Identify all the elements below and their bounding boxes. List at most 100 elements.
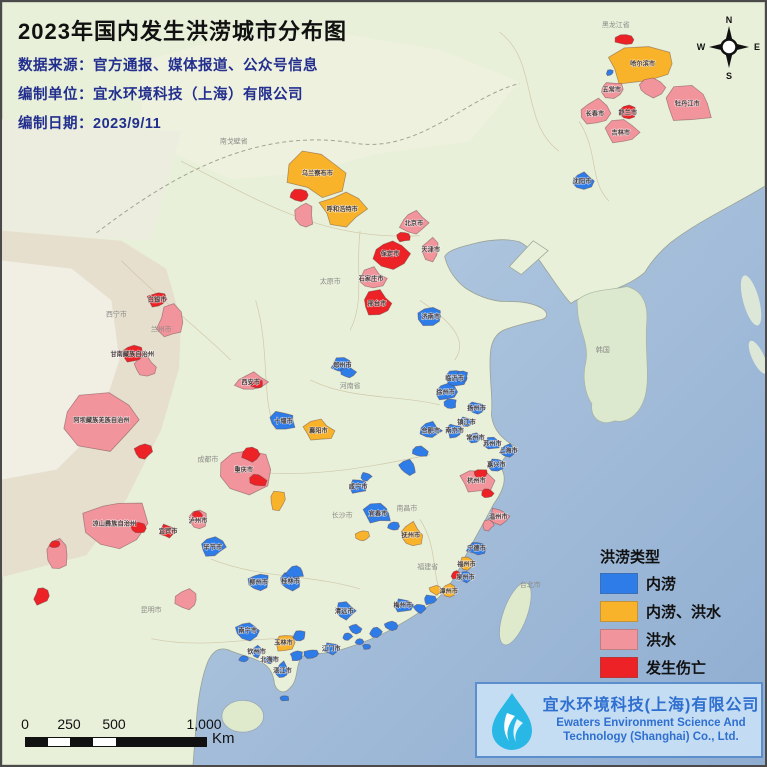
legend: 洪涝类型 内涝 内涝、洪水 洪水 发生伤亡 (600, 546, 721, 685)
city-label: 重庆市 (234, 465, 253, 474)
scale-tick-1000: 1,000 (186, 716, 222, 732)
page-title: 2023年国内发生洪涝城市分布图 (18, 19, 347, 44)
city-label: 保定市 (380, 249, 400, 258)
city-region (289, 650, 303, 662)
city-label: 合肥市 (421, 426, 440, 435)
city-region-宜春市 (362, 502, 391, 524)
city-region-北京市 (398, 209, 430, 235)
city-region (250, 378, 263, 389)
city-region (174, 588, 197, 611)
city-region (354, 530, 371, 542)
background-place-label: 太原市 (320, 277, 341, 286)
city-region-呼和浩特市 (318, 191, 369, 228)
city-label: 江门市 (322, 644, 341, 653)
city-region (383, 620, 399, 632)
city-region (443, 398, 457, 409)
city-region (270, 490, 286, 512)
city-label: 桂林市 (280, 576, 300, 585)
city-label: 常州市 (466, 433, 485, 442)
city-region (354, 638, 365, 646)
legend-label: 内涝、洪水 (646, 604, 722, 621)
city-region (284, 565, 305, 578)
city-label: 福州市 (456, 559, 476, 568)
city-label: 苏州市 (483, 439, 502, 448)
legend-item: 洪水 (600, 629, 721, 650)
city-region-扬州市 (467, 401, 487, 415)
city-region (249, 473, 268, 487)
city-label: 乌兰察布市 (302, 168, 334, 177)
city-region (279, 695, 289, 702)
city-region (241, 446, 261, 463)
northwest-tint (2, 119, 182, 241)
city-label: 南宁市 (238, 626, 257, 635)
city-region (342, 632, 354, 641)
city-region (133, 443, 154, 460)
city-region-清远市 (336, 601, 357, 621)
legend-item: 内涝、洪水 (600, 601, 721, 622)
city-region (155, 303, 184, 338)
mongolia-tint (141, 33, 520, 180)
city-region-徐州市 (435, 382, 459, 401)
city-region-毕节市 (201, 536, 227, 557)
city-label: 沈阳市 (573, 176, 592, 185)
city-region-常州市 (467, 432, 484, 444)
city-region-沈阳市 (572, 171, 595, 190)
city-region-柳州市 (247, 573, 269, 592)
background-place-label: 成都市 (197, 455, 218, 464)
city-region-漳州市 (441, 582, 458, 598)
legend-items: 内涝 内涝、洪水 洪水 发生伤亡 (600, 573, 721, 678)
city-region (294, 202, 314, 228)
scale-unit: Km (212, 730, 235, 747)
city-region-北海市 (263, 655, 277, 665)
legend-label: 洪水 (646, 632, 677, 649)
city-region (398, 458, 416, 477)
korea (576, 286, 648, 423)
compass-rose-icon: N E S W (697, 15, 760, 81)
city-label: 石家庄市 (358, 274, 385, 283)
taiwan-island (499, 582, 532, 646)
city-region (369, 626, 383, 638)
city-region (412, 604, 427, 615)
city-region (340, 366, 358, 379)
city-label: 毕节市 (204, 542, 223, 551)
city-region-湛江市 (275, 660, 289, 678)
city-label: 吉林市 (611, 127, 630, 136)
background-place-label: 河南省 (340, 381, 361, 390)
legend-label: 发生伤亡 (646, 660, 707, 677)
liaodong-peninsula (508, 240, 549, 276)
city-label: 柳州市 (249, 577, 268, 586)
city-region (412, 445, 429, 457)
city-region-咸宁市 (349, 479, 367, 494)
city-region-石家庄市 (359, 266, 388, 289)
city-region-济南市 (417, 306, 441, 327)
city-region-长春市 (580, 97, 612, 125)
city-region-邢台市 (363, 289, 393, 316)
date-line: 编制日期：2023/9/11 (18, 116, 162, 132)
city-label: 嘉兴市 (486, 460, 506, 469)
map-header: 2023年国内发生洪涝城市分布图 数据来源：官方通报、媒体报道、公众号信息 编制… (18, 14, 347, 133)
city-label: 十堰市 (274, 416, 293, 425)
legend-swatch-o (600, 601, 638, 622)
city-region (361, 643, 372, 650)
city-label: 宜春市 (369, 508, 388, 517)
city-label: 温州市 (489, 511, 508, 520)
city-region-合肥市 (419, 420, 444, 438)
city-label: 清远市 (335, 606, 354, 615)
city-label: 郑州市 (333, 360, 352, 369)
city-label: 甘南藏族自治州 (110, 349, 154, 358)
compass-w: W (697, 42, 706, 52)
city-region-白银市 (146, 292, 168, 308)
city-region-十堰市 (269, 410, 296, 430)
city-label: 邢台市 (368, 298, 387, 307)
city-region (33, 587, 50, 606)
legend-swatch-b (600, 573, 638, 594)
city-region (348, 623, 363, 635)
city-region-嘉兴市 (487, 458, 505, 472)
city-region (453, 370, 469, 382)
background-place-label: 南戈壁省 (220, 136, 248, 145)
city-region-福州市 (459, 556, 474, 571)
